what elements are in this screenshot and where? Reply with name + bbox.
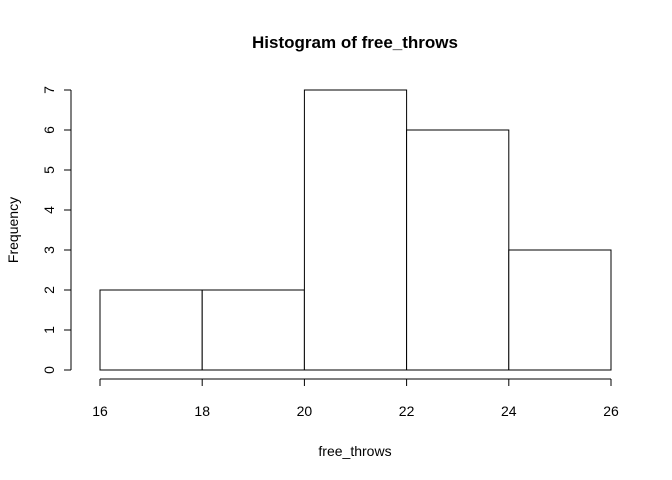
x-tick-label: 22 [399, 403, 415, 419]
y-tick-label: 4 [41, 206, 57, 214]
y-tick-label: 2 [41, 286, 57, 294]
chart-title: Histogram of free_throws [252, 33, 458, 52]
y-axis-label: Frequency [5, 197, 21, 263]
y-tick-label: 5 [41, 166, 57, 174]
x-tick-label: 20 [297, 403, 313, 419]
y-tick-label: 0 [41, 366, 57, 374]
y-tick-label: 7 [41, 86, 57, 94]
histogram-bar [508, 249, 612, 371]
x-tick-label: 16 [92, 403, 108, 419]
bars-group [99, 89, 612, 371]
y-tick-label: 3 [41, 246, 57, 254]
y-tick-label: 1 [41, 326, 57, 334]
x-tick-label: 18 [194, 403, 210, 419]
histogram-bar [406, 129, 510, 371]
x-tick-label: 24 [501, 403, 517, 419]
x-axis: 16 18 20 22 24 26 [92, 378, 619, 419]
y-axis: 0 1 2 3 4 5 6 7 [41, 86, 72, 374]
histogram-bar [201, 289, 305, 371]
histogram-bar [99, 289, 203, 371]
histogram-bar [303, 89, 408, 371]
y-tick-label: 6 [41, 126, 57, 134]
x-tick-label: 26 [603, 403, 619, 419]
x-axis-label: free_throws [318, 443, 391, 459]
